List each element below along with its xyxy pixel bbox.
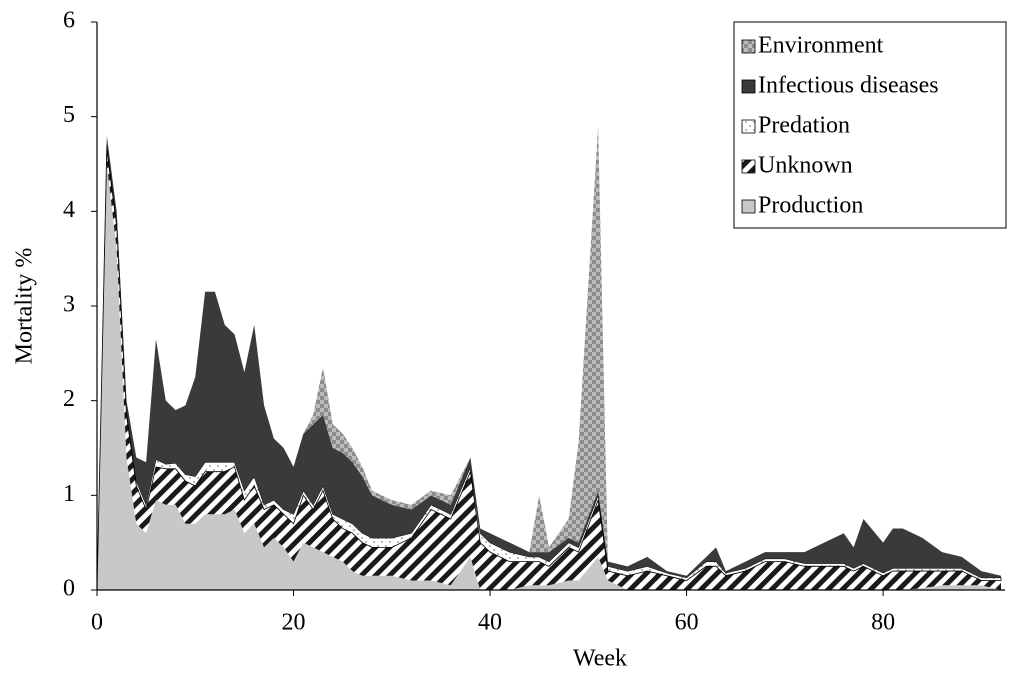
legend-label: Environment — [758, 33, 884, 59]
y-tick-label: 2 — [63, 386, 75, 412]
plot-area — [96, 126, 1002, 591]
x-tick-label: 40 — [478, 610, 502, 636]
y-tick-label: 3 — [63, 292, 75, 318]
y-tick-label: 4 — [63, 197, 75, 223]
legend-swatch — [741, 119, 756, 134]
y-tick-label: 0 — [63, 576, 75, 602]
legend-label: Infectious diseases — [758, 73, 939, 99]
legend-label: Predation — [758, 113, 850, 139]
y-axis-label: Mortality % — [12, 248, 38, 365]
legend-swatch — [741, 79, 756, 94]
area — [97, 164, 1001, 590]
x-tick-label: 0 — [91, 610, 103, 636]
y-tick-label: 6 — [63, 8, 75, 34]
legend-label: Production — [758, 193, 863, 219]
area — [97, 135, 1001, 590]
legend-label: Unknown — [758, 153, 853, 179]
legend-box — [733, 21, 1007, 229]
x-tick-label: 80 — [871, 610, 895, 636]
x-tick-label: 20 — [282, 610, 306, 636]
y-tick-label: 1 — [63, 481, 75, 507]
x-tick-label: 60 — [675, 610, 699, 636]
x-axis-label: Week — [573, 646, 627, 672]
legend-swatch — [741, 39, 756, 54]
area — [96, 145, 1002, 591]
y-tick-label: 5 — [63, 102, 75, 128]
legend-swatch — [741, 159, 756, 174]
legend-swatch — [741, 199, 756, 214]
